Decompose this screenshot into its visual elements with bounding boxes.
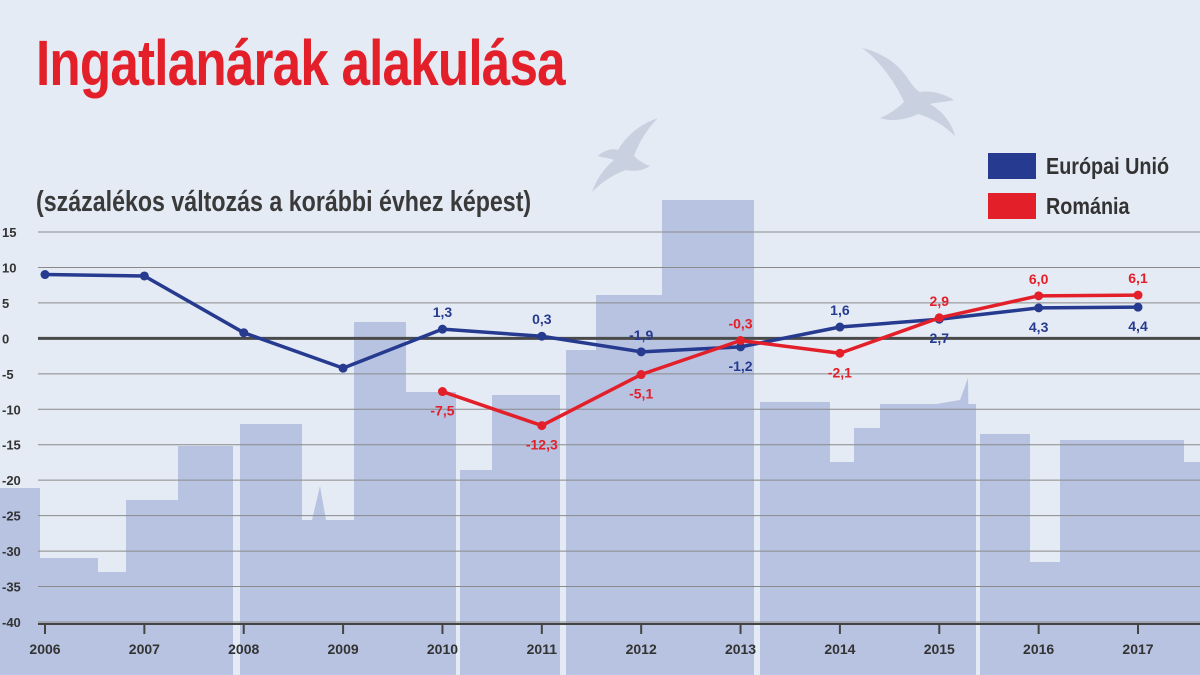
data-point [338, 363, 348, 373]
y-tick-label: -30 [2, 544, 21, 559]
data-label: -5,1 [629, 386, 653, 402]
y-tick-label: -35 [2, 580, 21, 595]
skyline-building [404, 392, 456, 675]
data-point [537, 421, 547, 431]
data-point [636, 370, 646, 380]
legend-swatch-ro [988, 193, 1036, 219]
data-label: -2,1 [828, 364, 852, 380]
x-tick-label: 2007 [129, 641, 160, 657]
skyline-building [760, 402, 830, 675]
x-tick-label: 2008 [228, 641, 259, 657]
y-tick-label: -15 [2, 438, 21, 453]
data-point [1034, 303, 1044, 313]
data-label: 1,6 [830, 302, 850, 318]
y-tick-label: -40 [2, 615, 21, 630]
skyline-tower [900, 378, 972, 675]
skyline-building [1180, 462, 1200, 675]
skyline-building [240, 424, 302, 675]
data-label: 6,0 [1029, 271, 1049, 287]
data-point [139, 271, 149, 281]
y-tick-label: -20 [2, 473, 21, 488]
skyline-building [460, 470, 495, 675]
data-label: 1,3 [433, 304, 453, 320]
x-tick-label: 2011 [527, 641, 558, 657]
skyline-building [662, 200, 754, 675]
x-tick-label: 2017 [1122, 641, 1153, 657]
data-point [239, 328, 249, 338]
y-tick-label: -25 [2, 509, 21, 524]
axis-ticks: 15 10 5 0 -5 -10 -15 -20 -25 -30 -35 -40 2006 2007 200… [2, 225, 1154, 657]
legend-label-ro: Románia [1046, 192, 1130, 219]
data-label: 4,3 [1029, 319, 1049, 335]
legend-item-ro: Románia [988, 188, 1189, 224]
data-point [1133, 290, 1143, 300]
grid [38, 231, 1200, 625]
skyline-background [0, 200, 1200, 675]
legend-swatch-eu [988, 153, 1036, 179]
skyline-building [126, 500, 178, 675]
legend: Európai Unió Románia [988, 148, 1189, 228]
data-point [40, 270, 50, 280]
data-point [636, 347, 646, 357]
data-label: 4,4 [1128, 318, 1148, 334]
skyline-building [0, 488, 40, 675]
skyline-building [830, 462, 854, 675]
y-tick-label: 10 [2, 260, 16, 275]
seagull-illustrations [592, 48, 955, 192]
data-point [437, 387, 447, 397]
data-label: -1,2 [728, 358, 752, 374]
x-tick-label: 2013 [725, 641, 756, 657]
data-label: -7,5 [430, 403, 454, 419]
skyline-building [1030, 562, 1060, 675]
x-tick-label: 2012 [626, 641, 657, 657]
x-tick-label: 2010 [427, 641, 458, 657]
data-point [437, 324, 447, 334]
seagull-icon [592, 118, 658, 192]
legend-item-eu: Európai Unió [988, 148, 1189, 184]
data-point [1034, 291, 1044, 301]
series-line-ro [441, 293, 1139, 428]
data-point [835, 322, 845, 332]
data-point [537, 331, 547, 341]
data-label: 2,7 [930, 330, 950, 346]
x-tick-label: 2009 [328, 641, 359, 657]
data-point [736, 335, 746, 345]
skyline-building [492, 395, 560, 675]
y-tick-label: 0 [2, 331, 9, 346]
y-tick-label: 15 [2, 225, 16, 240]
skyline-building [354, 322, 406, 675]
data-label: -12,3 [526, 437, 558, 453]
chart-title: Ingatlanárak alakulása [36, 27, 566, 99]
y-tick-label: -5 [2, 367, 14, 382]
skyline-spire [300, 486, 336, 675]
series-line-eu [44, 272, 1139, 370]
seagull-icon [862, 48, 955, 136]
y-tick-label: -10 [2, 402, 21, 417]
data-label: 2,9 [930, 293, 950, 309]
x-tick-label: 2014 [824, 641, 855, 657]
data-label: 6,1 [1128, 270, 1148, 286]
data-label: -1,9 [629, 327, 653, 343]
data-label: 0,3 [532, 311, 552, 327]
data-labels: 1,3 0,3 -1,9 -1,2 1,6 2,7 4,3 4,4 -7,5 -12,3 -5,1 -… [430, 270, 1148, 452]
data-point [835, 348, 845, 358]
x-tick-label: 2006 [29, 641, 60, 657]
data-point [934, 313, 944, 323]
chart-subtitle: (százalékos változás a korábbi évhez kép… [36, 186, 532, 218]
skyline-building [178, 446, 233, 675]
skyline-building [1060, 440, 1184, 675]
data-label: -0,3 [728, 315, 752, 331]
data-point [736, 342, 746, 352]
data-point [1133, 302, 1143, 312]
skyline-building [596, 295, 664, 675]
series [40, 270, 1143, 431]
skyline-building [980, 434, 1030, 675]
x-tick-label: 2016 [1023, 641, 1054, 657]
skyline-building [38, 558, 98, 675]
x-tick-label: 2015 [924, 641, 955, 657]
y-tick-label: 5 [2, 296, 9, 311]
legend-label-eu: Európai Unió [1046, 152, 1170, 179]
